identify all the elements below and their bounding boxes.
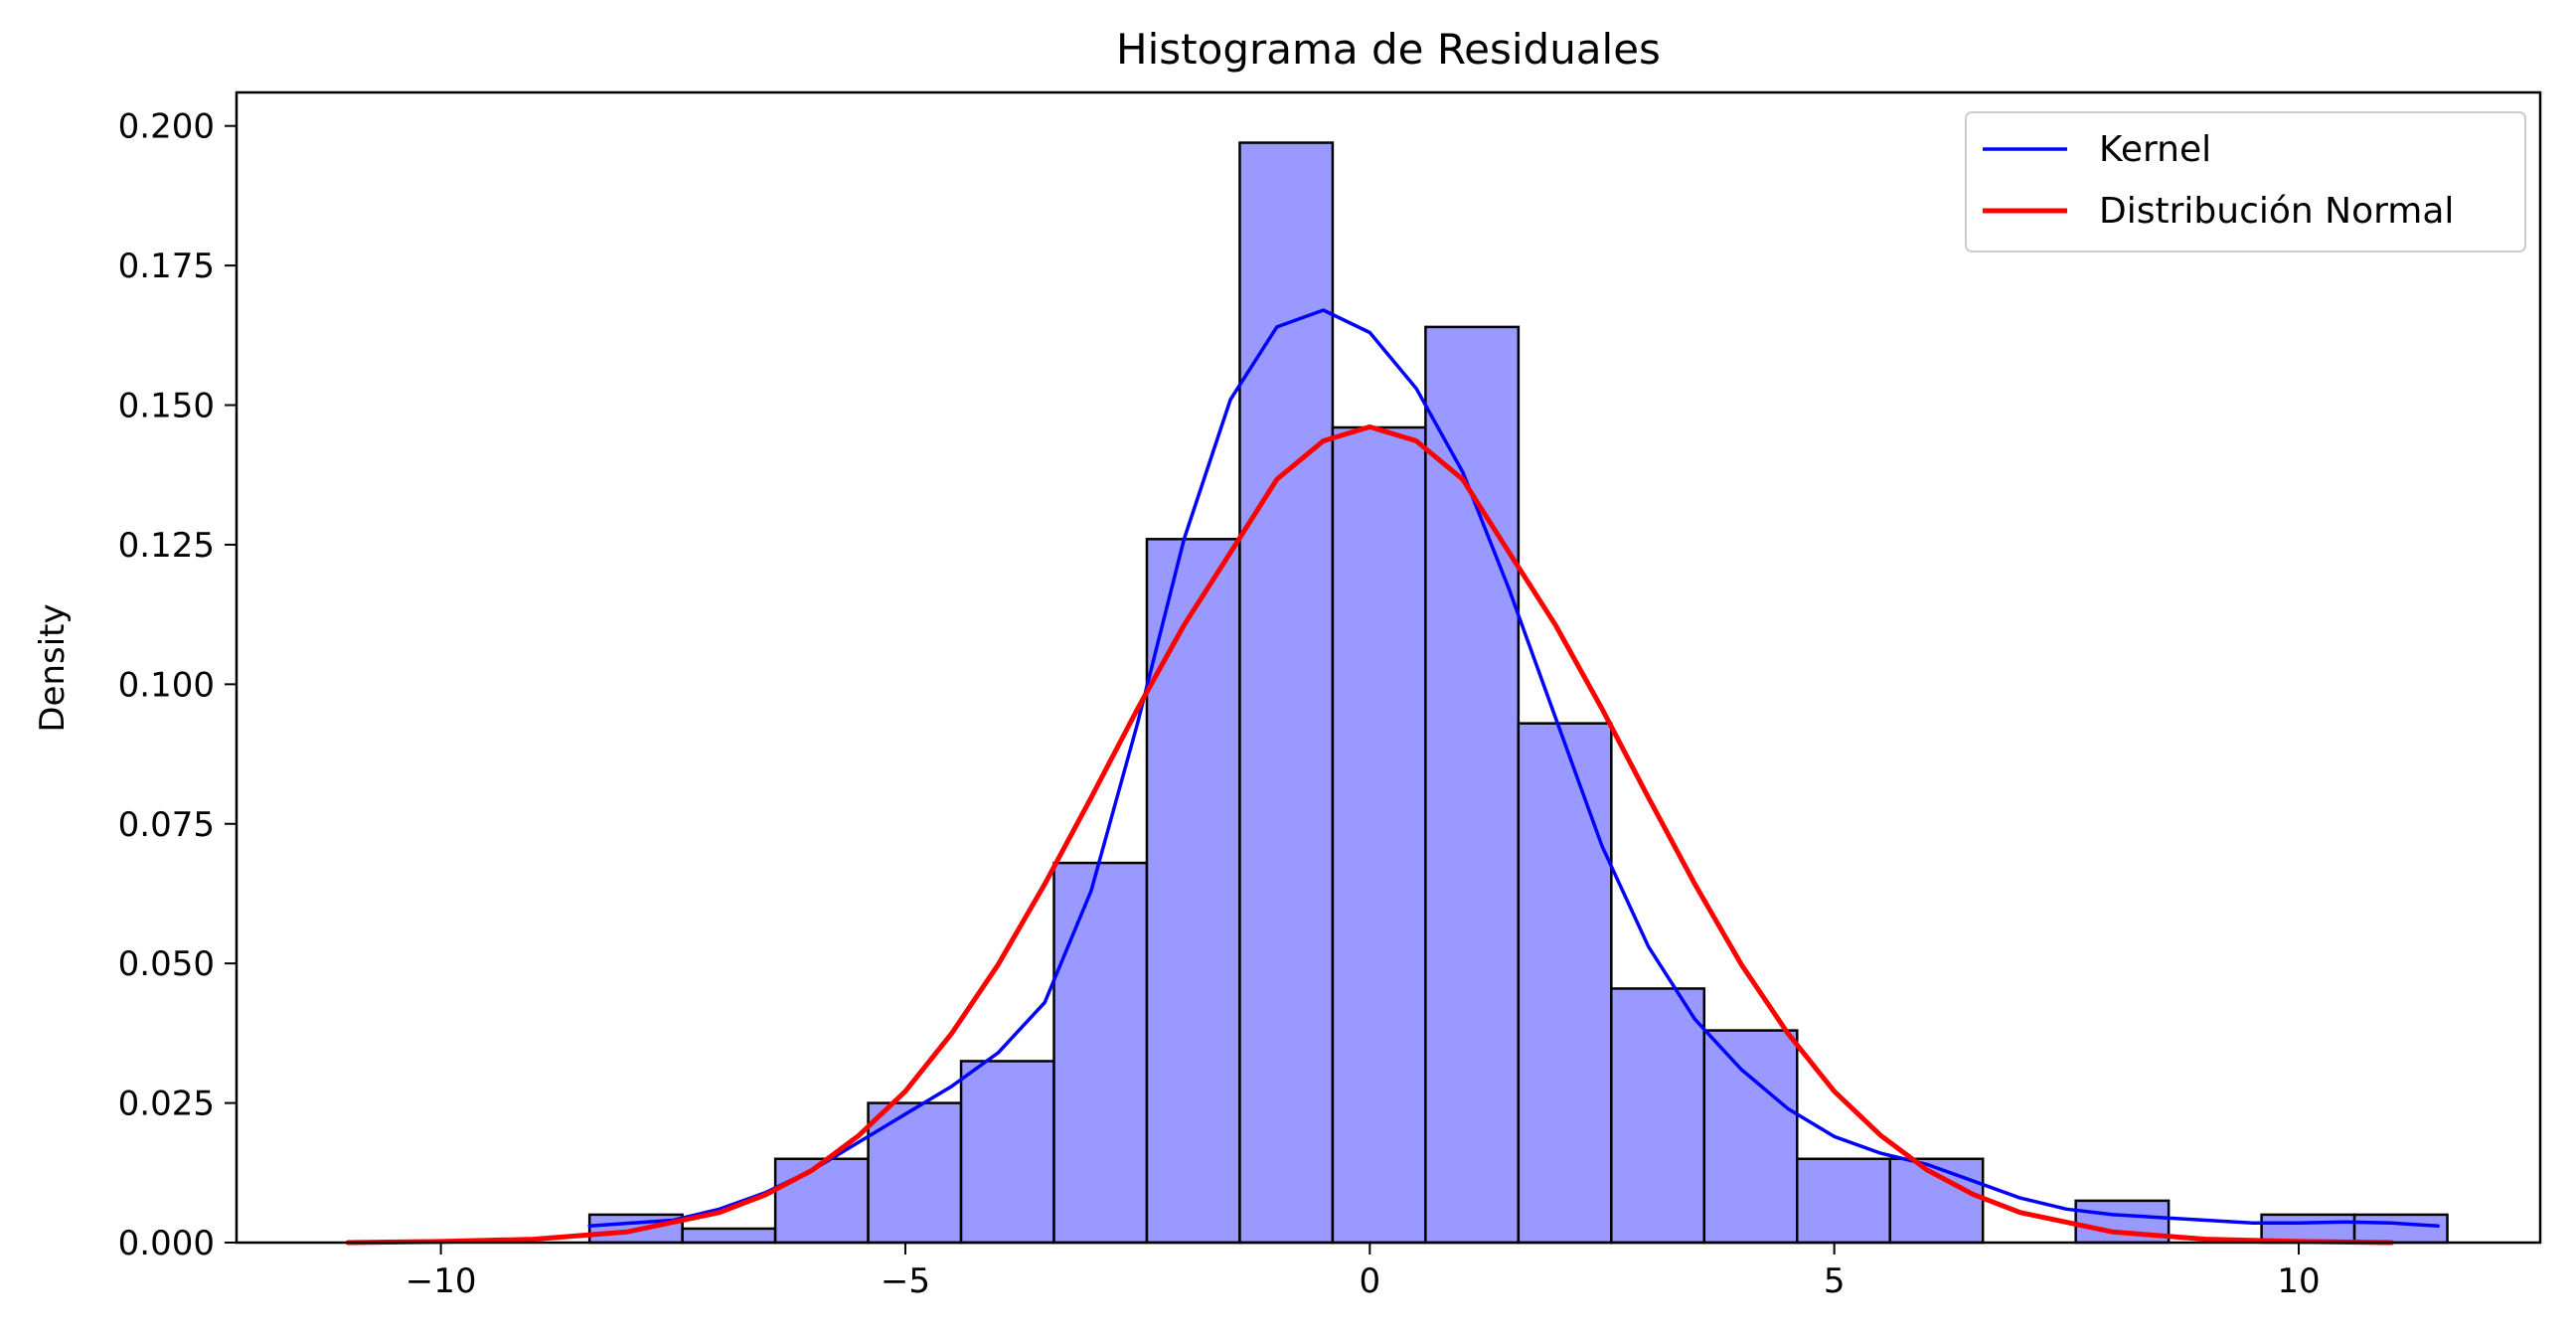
y-tick-label: 0.000 bbox=[118, 1224, 215, 1263]
x-tick-label: 5 bbox=[1824, 1261, 1846, 1301]
y-tick-label: 0.025 bbox=[118, 1085, 215, 1124]
x-axis-ticks: −10 −5 0 5 10 bbox=[405, 1243, 2321, 1301]
histogram-bar bbox=[1238, 141, 1335, 1245]
y-tick-label: 0.200 bbox=[118, 107, 215, 147]
histogram-bar bbox=[773, 1157, 870, 1245]
y-tick-label: 0.075 bbox=[118, 805, 215, 845]
histogram-bar bbox=[1424, 325, 1521, 1245]
histogram-bar bbox=[2260, 1213, 2356, 1245]
histogram-bar bbox=[867, 1101, 963, 1245]
histogram-bar bbox=[959, 1060, 1055, 1245]
legend: Kernel Distribución Normal bbox=[1965, 111, 2526, 252]
histogram-bar bbox=[1610, 987, 1706, 1245]
histogram-bar bbox=[1517, 722, 1613, 1245]
y-tick-label: 0.100 bbox=[118, 665, 215, 705]
x-tick-label: 10 bbox=[2277, 1261, 2320, 1301]
histogram-bar bbox=[1888, 1157, 1985, 1245]
x-tick-label: 0 bbox=[1359, 1261, 1380, 1301]
kernel-line bbox=[587, 308, 2440, 1228]
x-tick-label: −5 bbox=[881, 1261, 930, 1301]
y-tick-label: 0.050 bbox=[118, 944, 215, 984]
y-tick-label: 0.125 bbox=[118, 526, 215, 566]
legend-kernel-label: Kernel bbox=[2099, 129, 2211, 170]
histogram-bars bbox=[587, 141, 2449, 1245]
histogram-bar bbox=[1145, 538, 1241, 1245]
histogram-bar bbox=[1702, 1029, 1799, 1245]
density-lines bbox=[345, 308, 2440, 1246]
normal-distribution-line bbox=[345, 423, 2394, 1246]
legend-normal-label: Distribución Normal bbox=[2099, 191, 2454, 232]
y-axis-ticks: 0.000 0.025 0.050 0.075 0.100 0.125 0.150 0.175… bbox=[118, 107, 237, 1263]
histogram-bar bbox=[1796, 1157, 1891, 1245]
histogram-bar bbox=[2352, 1213, 2449, 1245]
histogram-bar bbox=[681, 1227, 777, 1245]
y-axis-label: Density bbox=[33, 603, 73, 732]
y-tick-label: 0.150 bbox=[118, 387, 215, 426]
legend-box bbox=[1965, 111, 2526, 252]
histogram-bar bbox=[1052, 861, 1149, 1245]
chart-title: Histograma de Residuales bbox=[1116, 25, 1661, 74]
plot-frame bbox=[235, 90, 2542, 1245]
x-tick-label: −10 bbox=[405, 1261, 477, 1301]
y-tick-label: 0.175 bbox=[118, 247, 215, 286]
histogram-bar bbox=[1331, 425, 1427, 1245]
